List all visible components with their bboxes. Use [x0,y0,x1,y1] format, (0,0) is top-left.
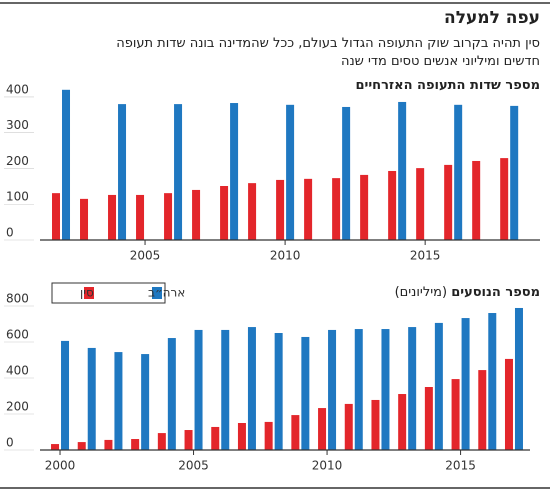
bar [87,347,96,450]
bar [184,430,193,450]
bar [328,329,337,450]
y-tick-label: 200 [6,154,29,168]
unit: (מיליונים) [394,285,448,300]
bar [360,174,369,240]
x-tick-label: 2015 [445,459,476,473]
y-tick-label: 400 [6,364,29,378]
bar [230,103,239,240]
bar [454,104,463,240]
bar [354,329,363,450]
bar [247,327,256,450]
subtitle: סין תהיה בקרוב שוק התעופה הגדול בעולם, כ… [116,36,540,51]
bar [80,198,89,240]
bar [478,370,487,450]
bar [342,106,351,240]
bar [136,194,145,240]
legend-swatch [152,287,162,299]
y-tick-label: 0 [6,226,14,240]
bar [248,183,257,240]
bar [398,101,407,240]
bar [444,164,453,240]
bar [371,399,380,450]
bar [381,329,390,450]
bar [62,89,71,240]
bar [108,194,117,240]
bar [237,423,246,450]
bar [461,318,470,450]
legend-label: סין [80,286,94,300]
bar [174,104,183,240]
bar [220,185,229,240]
y-tick-label: 400 [6,82,29,96]
bar [451,379,460,450]
bar [221,329,230,450]
legend-label: ארה״ב [148,286,185,300]
bar [276,179,285,240]
x-tick-label: 2010 [312,459,343,473]
bar [61,340,70,450]
bar [510,105,519,241]
bar [51,444,60,450]
legend-box [51,282,166,304]
bar [167,338,176,450]
bar [192,189,201,240]
chart-title: מספר הנוסעים (מיליונים) [395,285,540,300]
title: עפה למעלה [444,8,540,28]
bar [211,426,220,450]
bar [274,333,283,450]
y-tick-label: 300 [6,118,29,132]
y-tick-label: 200 [6,400,29,414]
x-tick-label: 2005 [178,459,209,473]
bar [52,193,61,240]
bar [104,439,113,450]
bar [291,415,300,450]
bar [194,329,203,450]
bar [398,394,407,450]
bar [424,387,433,450]
bar [318,408,327,450]
bar [488,313,497,450]
chart-title: מספר הנוסעים [451,285,540,300]
bar [434,322,443,450]
bar [157,433,166,450]
bar [388,170,397,240]
y-tick-label: 600 [6,328,29,342]
bar [164,193,173,240]
bar [472,160,481,240]
bar [504,358,513,450]
x-tick-label: 2000 [45,459,76,473]
x-tick-label: 2015 [410,249,441,263]
y-tick-label: 0 [6,436,14,450]
bar [332,178,341,240]
subtitle: חדשים ומיליוני אנשים טסים מדי שנה [340,54,540,69]
bar [408,327,417,450]
bar [301,336,310,450]
y-tick-label: 100 [6,190,29,204]
bar [286,104,295,240]
bar [264,421,273,450]
bar [131,439,140,450]
bar [77,442,86,450]
bar [500,158,509,240]
bar [141,354,150,450]
bar [304,178,313,240]
y-tick-label: 800 [6,292,29,306]
chart-title: מספר שדות התעופה האזרחיים [355,78,540,93]
bar [344,403,353,450]
bar [416,168,425,240]
x-tick-label: 2005 [130,249,161,263]
legend-swatch [84,287,94,299]
x-tick-label: 2010 [270,249,301,263]
bar [514,307,523,450]
bar [118,104,127,240]
bar [114,352,123,450]
